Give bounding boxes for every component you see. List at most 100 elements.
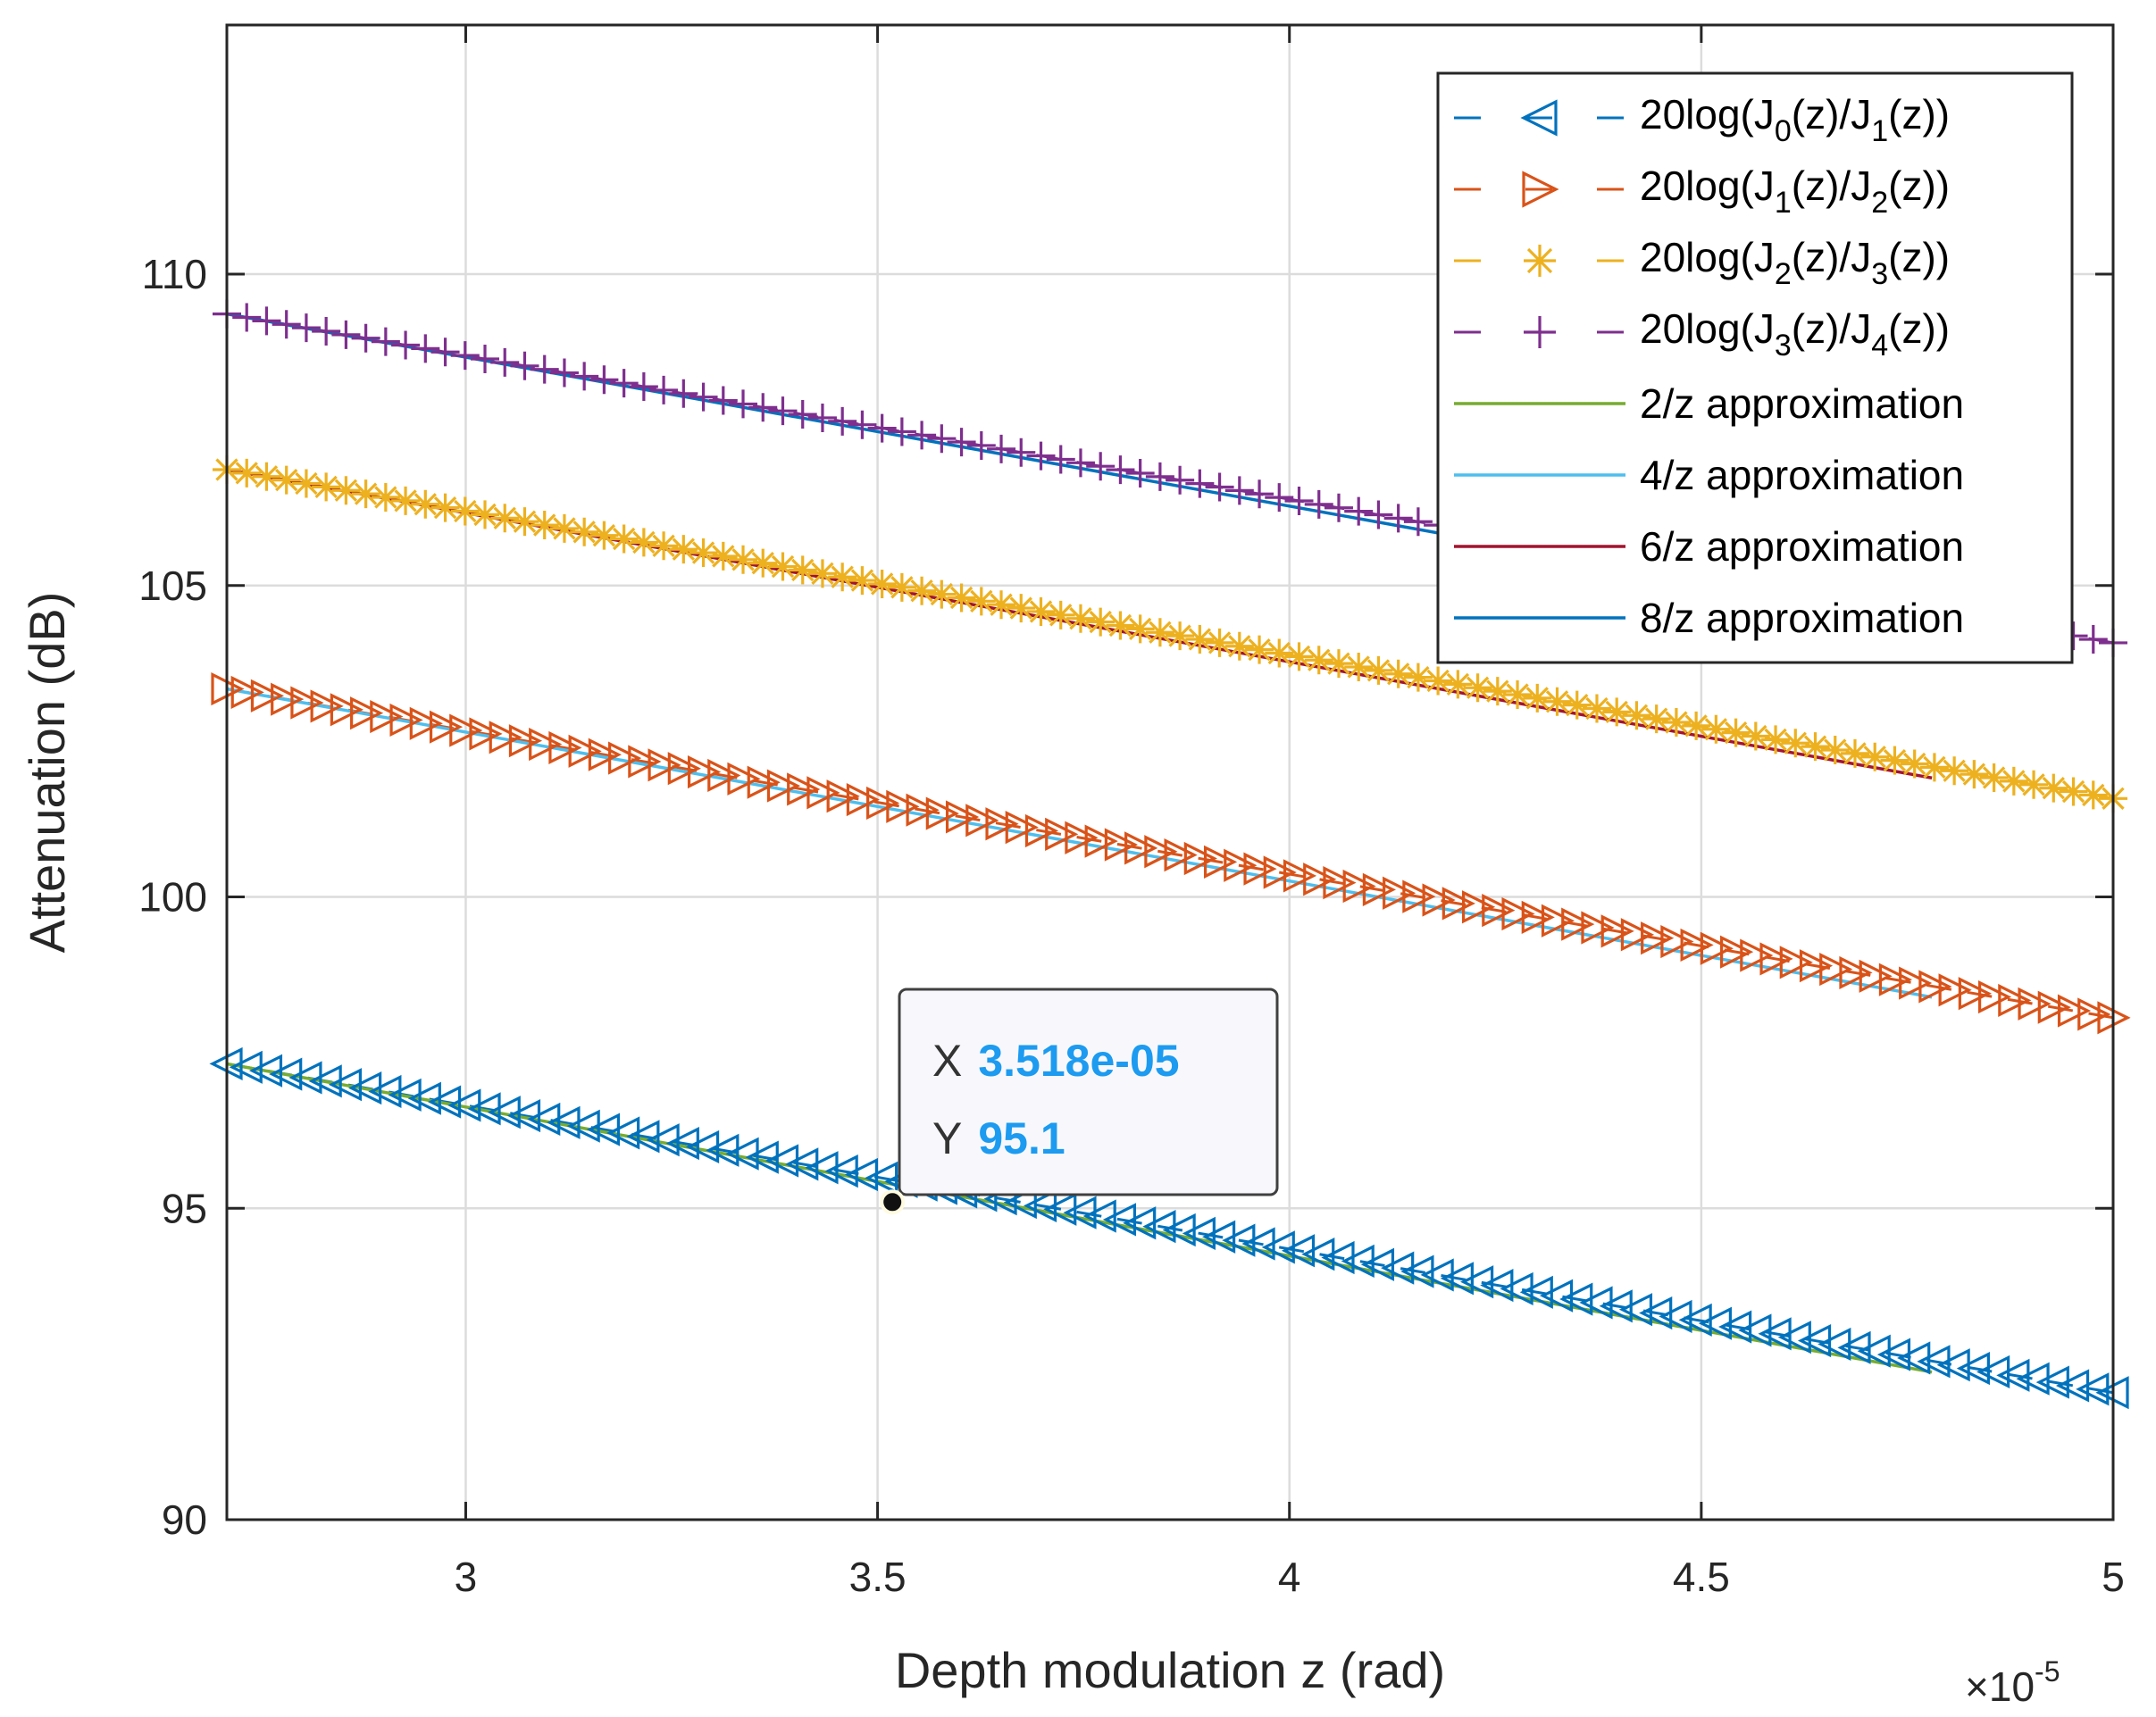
datatip-y-value: 95.1 <box>978 1113 1065 1163</box>
marker-triangle-right <box>1521 900 1555 934</box>
marker-plus <box>788 400 817 429</box>
marker-plus <box>1145 462 1174 491</box>
marker-triangle-right <box>1541 904 1575 938</box>
marker-asterisk <box>1562 690 1592 720</box>
legend: 20log(J0(z)/J1(z)) 20log(J1(z)/J2(z)) 20lo… <box>1436 71 2074 664</box>
marker-asterisk <box>1523 683 1552 713</box>
marker-plus <box>351 323 380 353</box>
marker-triangle-right <box>290 686 324 720</box>
marker-triangle-right <box>2037 990 2071 1024</box>
marker-triangle-right <box>1839 955 1873 990</box>
marker-plus <box>1364 500 1393 529</box>
marker-triangle-right <box>1719 935 1754 969</box>
marker-triangle-right <box>1918 970 1952 1004</box>
marker-plus <box>947 428 976 457</box>
marker-plus <box>549 358 579 388</box>
marker-asterisk <box>391 486 421 515</box>
marker-plus <box>252 306 281 336</box>
x-tick-label: 3.5 <box>849 1554 907 1600</box>
marker-triangle-right <box>1323 866 1357 900</box>
marker-triangle-right <box>1522 171 1559 208</box>
datatip-point[interactable] <box>880 1189 906 1215</box>
legend-item[interactable]: 8/z approximation <box>1454 595 1964 641</box>
marker-asterisk <box>1820 736 1850 765</box>
marker-triangle-right <box>1779 946 1813 979</box>
marker-triangle-right <box>628 745 662 779</box>
marker-triangle-right <box>1740 938 1774 972</box>
legend-item[interactable]: 20log(J2(z)/J3(z)) <box>1454 234 1950 291</box>
marker-asterisk <box>1065 604 1095 633</box>
marker-asterisk <box>1304 646 1333 675</box>
legend-item[interactable]: 2/z approximation <box>1454 380 1964 427</box>
legend-item[interactable]: 20log(J0(z)/J1(z)) <box>1454 91 1950 148</box>
series-markers <box>213 455 2127 813</box>
marker-triangle-right <box>1422 883 1456 917</box>
marker-asterisk <box>1781 729 1810 758</box>
marker-triangle-right <box>866 786 900 821</box>
marker-plus <box>1524 316 1556 348</box>
marker-asterisk <box>471 500 500 529</box>
marker-plus <box>1403 507 1433 537</box>
marker-triangle-right <box>1144 835 1178 869</box>
marker-triangle-right <box>925 796 959 830</box>
marker-asterisk <box>927 579 957 609</box>
marker-plus <box>689 382 718 412</box>
axis-ticks: 3 3.5 4 4.5 5 90 95 100 105 110 <box>138 25 2125 1600</box>
marker-asterisk <box>291 469 321 498</box>
marker-asterisk <box>1642 704 1671 734</box>
marker-triangle-right <box>1899 966 1933 1000</box>
marker-asterisk <box>689 538 718 568</box>
datatip[interactable]: X 3.518e-05 Y 95.1 <box>880 988 1279 1215</box>
marker-asterisk <box>1125 614 1155 644</box>
marker-plus <box>609 369 639 398</box>
marker-plus <box>391 330 421 360</box>
marker-plus <box>1205 472 1234 502</box>
marker-asterisk <box>1086 607 1116 637</box>
marker-asterisk <box>1245 635 1274 664</box>
marker-triangle-right <box>1799 949 1834 983</box>
marker-plus <box>807 403 837 432</box>
marker-triangle-right <box>1482 894 1516 928</box>
marker-asterisk <box>1503 679 1533 709</box>
marker-asterisk <box>2019 770 2049 799</box>
marker-asterisk <box>1761 725 1791 754</box>
marker-asterisk <box>907 576 937 605</box>
marker-triangle-right <box>1224 848 1258 882</box>
marker-triangle-right <box>1402 879 1436 913</box>
marker-asterisk <box>272 465 301 495</box>
marker-triangle-right <box>1958 977 1992 1011</box>
marker-triangle-right <box>747 765 781 799</box>
legend-item[interactable]: 6/z approximation <box>1454 523 1964 570</box>
marker-triangle-right <box>429 710 464 744</box>
marker-asterisk <box>1999 766 2028 796</box>
marker-asterisk <box>1026 596 1056 626</box>
marker-asterisk <box>708 541 738 571</box>
marker-plus <box>1304 489 1333 519</box>
marker-plus <box>867 413 897 443</box>
datatip-x-value: 3.518e-05 <box>978 1036 1179 1086</box>
marker-triangle-right <box>1045 817 1079 851</box>
marker-triangle-right <box>1243 852 1277 886</box>
marker-asterisk <box>1364 655 1393 685</box>
marker-asterisk <box>1801 732 1830 762</box>
legend-item[interactable]: 4/z approximation <box>1454 452 1964 498</box>
marker-triangle-right <box>1978 979 2012 1014</box>
marker-triangle-right <box>1501 896 1535 931</box>
marker-triangle-right <box>350 696 384 730</box>
marker-triangle-right <box>1561 907 1595 941</box>
marker-plus <box>987 434 1016 463</box>
marker-plus <box>430 338 460 367</box>
marker-plus <box>1125 458 1155 488</box>
marker-triangle-right <box>568 734 602 768</box>
x-exponent-label: ×10-5 <box>1965 1655 2060 1710</box>
marker-asterisk <box>430 493 460 522</box>
legend-item[interactable]: 20log(J3(z)/J4(z)) <box>1454 305 1950 363</box>
marker-plus <box>272 310 301 339</box>
marker-asterisk <box>1046 600 1075 629</box>
legend-item[interactable]: 20log(J1(z)/J2(z)) <box>1454 163 1950 220</box>
marker-triangle-right <box>1362 872 1397 906</box>
marker-plus <box>1185 469 1215 498</box>
marker-triangle-right <box>667 752 701 786</box>
marker-triangle-right <box>1164 838 1198 872</box>
marker-plus <box>371 327 400 356</box>
